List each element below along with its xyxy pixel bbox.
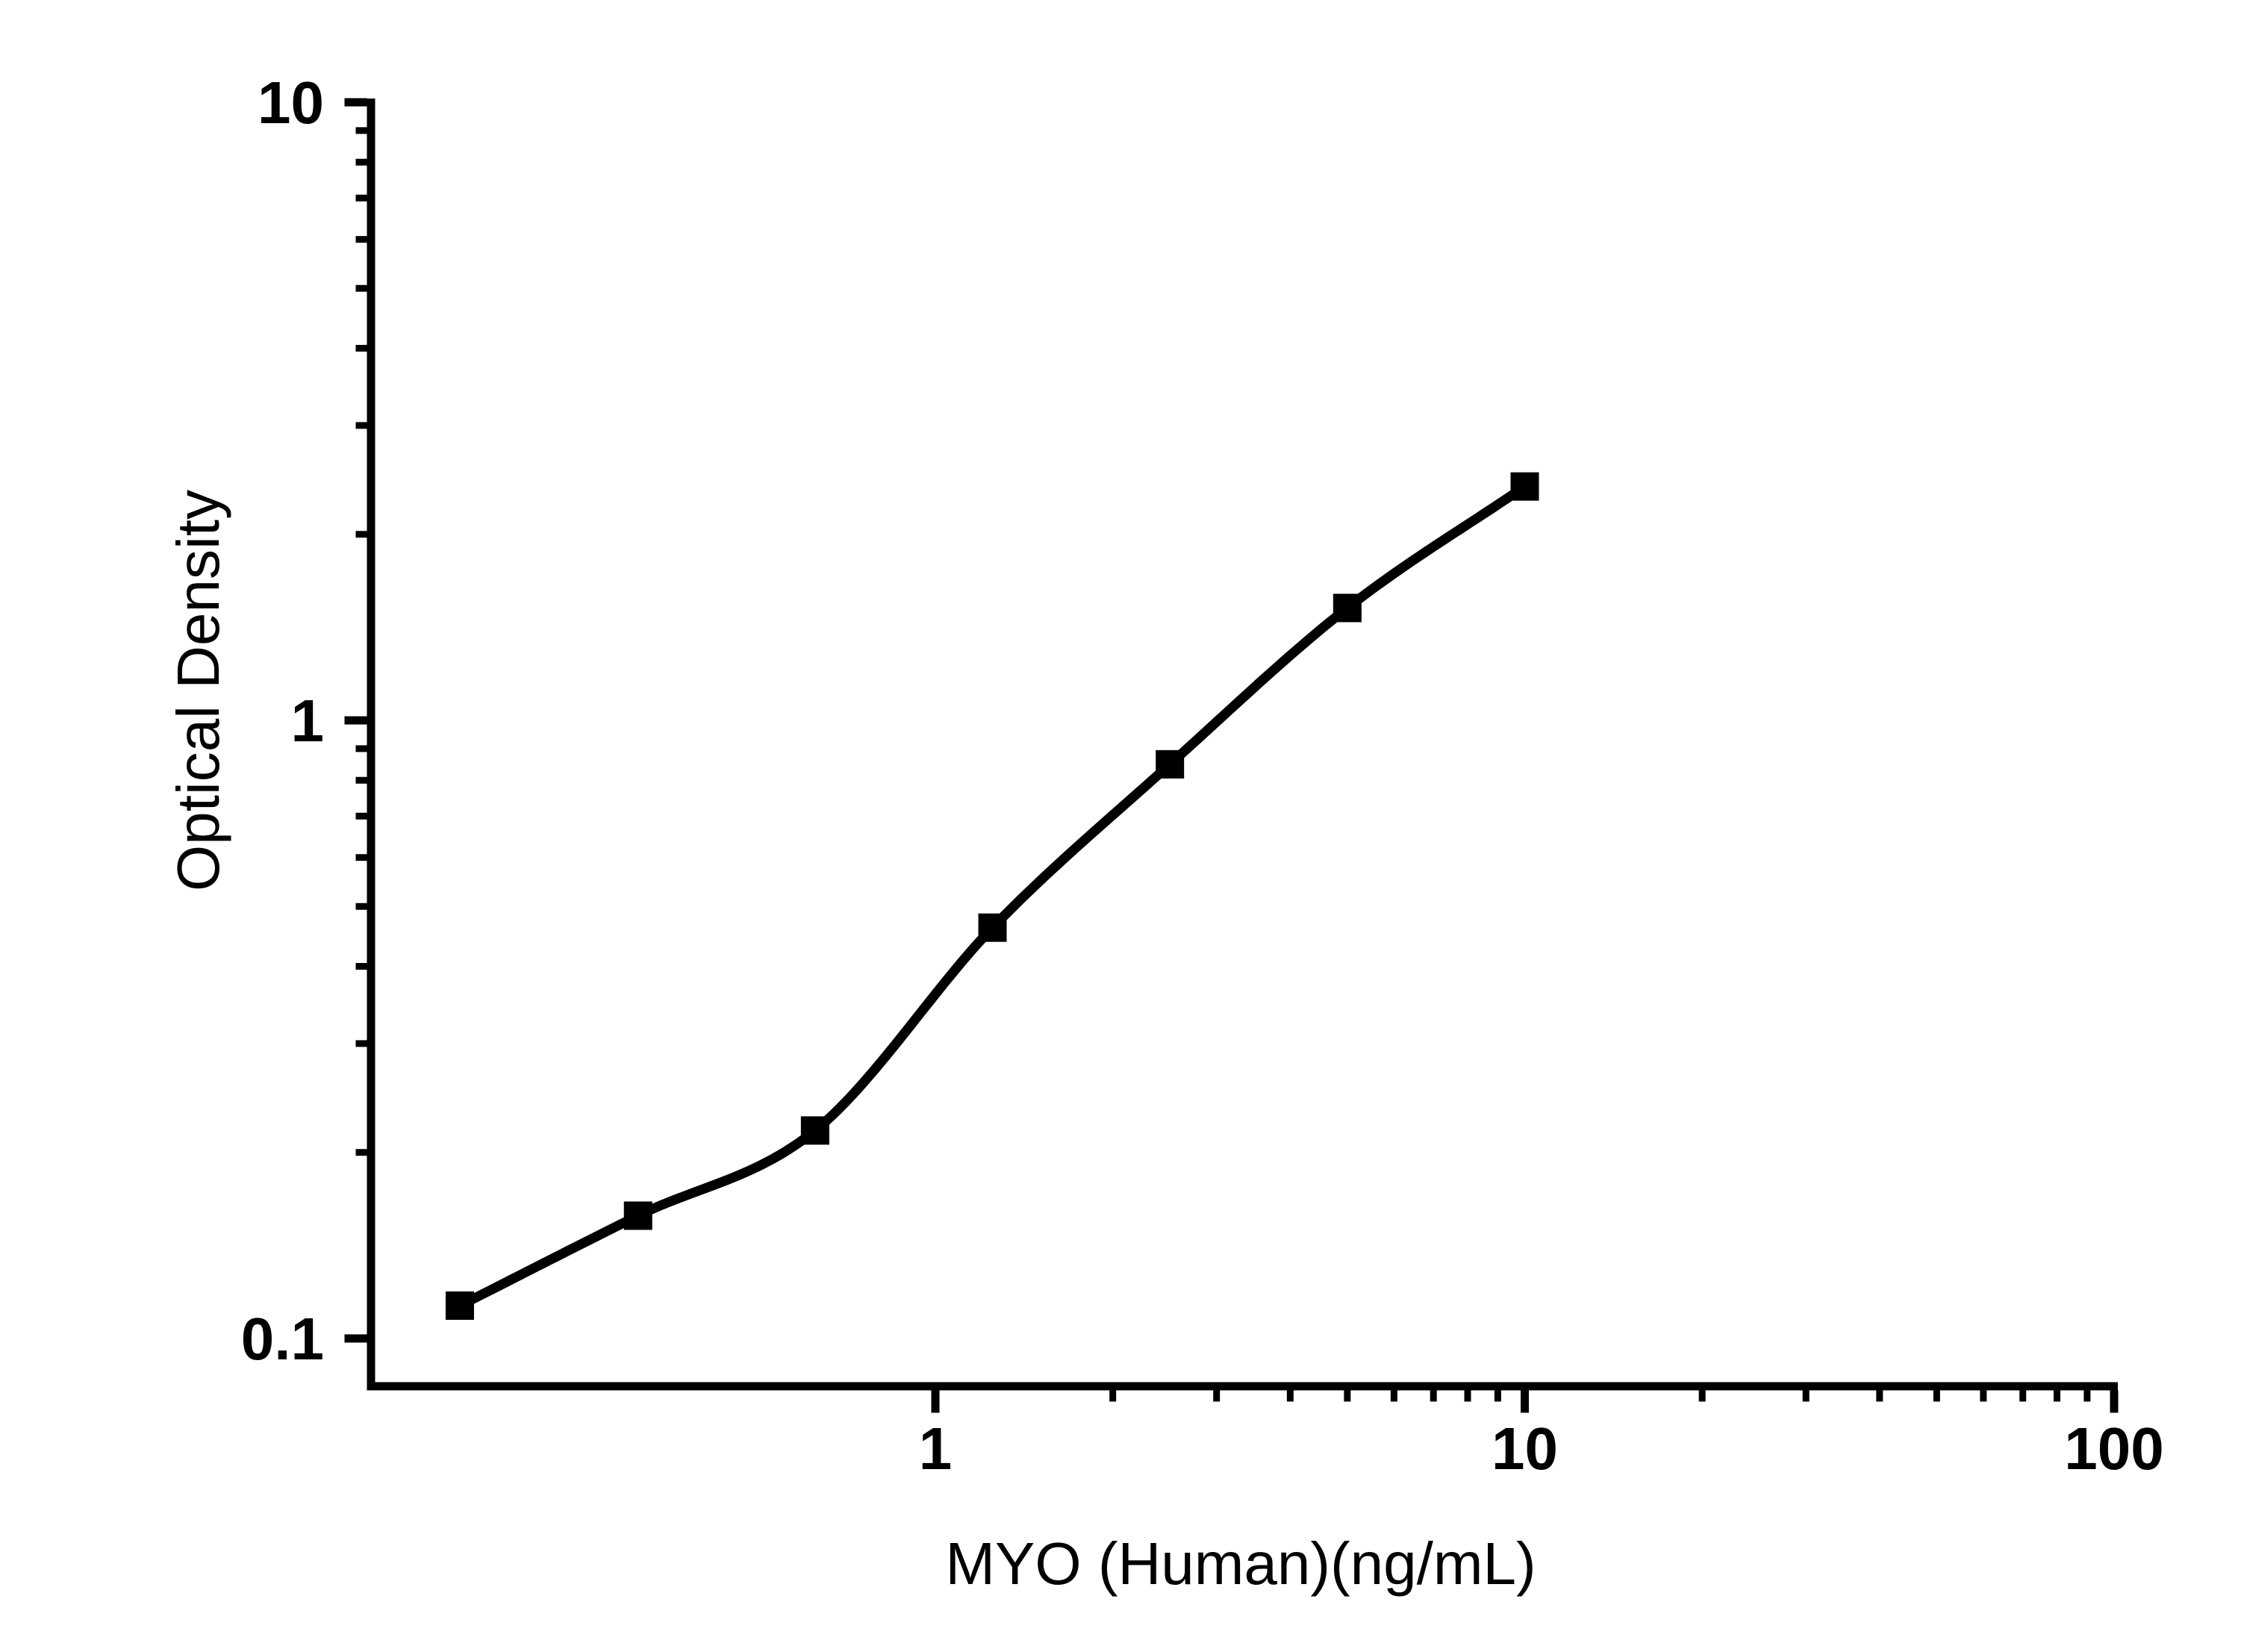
data-point-marker (978, 913, 1007, 942)
x-tick-label: 100 (2064, 1415, 2163, 1482)
y-axis-title: Optical Density (165, 490, 231, 891)
x-tick-label: 10 (1492, 1415, 1558, 1482)
data-point-marker (1333, 593, 1362, 623)
data-point-marker (445, 1291, 474, 1321)
fit-curve (458, 482, 1528, 1310)
data-points-layer (445, 472, 1539, 1321)
data-point-marker (623, 1201, 652, 1230)
fit-curve-layer (458, 482, 1528, 1310)
axes-layer (344, 98, 2119, 1413)
data-point-marker (800, 1116, 829, 1145)
data-point-marker (1510, 472, 1539, 501)
y-tick-label: 0.1 (241, 1306, 324, 1372)
x-axis-title: MYO (Human)(ng/mL) (945, 1530, 1536, 1597)
tick-labels-layer: 1 10 100 0.1 1 10 (241, 69, 2164, 1482)
y-tick-label: 10 (258, 69, 324, 136)
y-tick-label: 1 (291, 688, 325, 754)
x-tick-label: 1 (919, 1415, 953, 1482)
data-point-marker (1156, 749, 1185, 779)
